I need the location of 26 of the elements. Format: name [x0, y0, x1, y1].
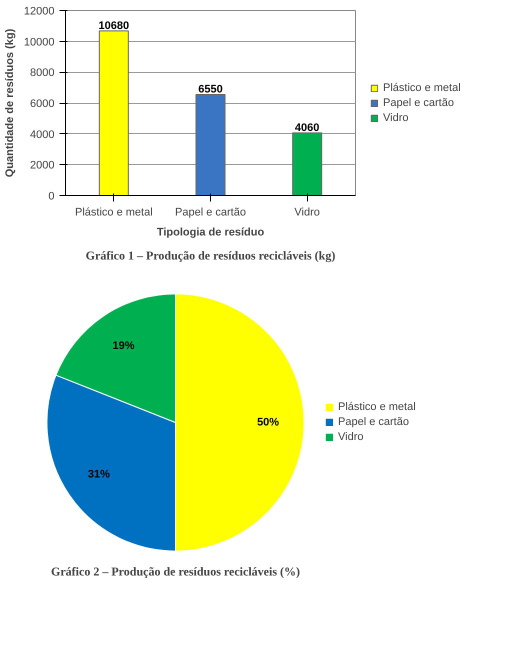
legend-label: Plástico e metal: [383, 82, 461, 94]
legend-label: Vidro: [338, 431, 364, 443]
y-tick-label: 4000: [30, 128, 55, 141]
data-label: 50%: [257, 416, 280, 428]
data-label: 4060: [294, 122, 320, 134]
y-axis-title: Quantidade de resíduos (kg): [4, 28, 16, 178]
x-tick-label: Plástico e metal: [75, 206, 153, 218]
y-tick-label: 10000: [24, 36, 55, 48]
data-label: 31%: [88, 468, 110, 481]
legend-label: Vidro: [383, 112, 408, 124]
data-label: 6550: [198, 84, 223, 96]
legend-label: Plástico e metal: [338, 401, 416, 413]
x-tick-label: Vidro: [294, 206, 320, 218]
legend-label: Papel e cartão: [383, 96, 454, 108]
y-tick-label: 6000: [30, 98, 55, 110]
y-tick-label: 0: [48, 190, 55, 202]
x-tick-label: Papel e cartão: [175, 206, 246, 218]
data-label: 10680: [98, 20, 130, 32]
y-tick-label: 8000: [30, 67, 55, 80]
y-tick-label: 12000: [24, 6, 55, 18]
text: Gráfico 2 – Produção de resíduos recicláveis (%): [51, 564, 300, 578]
legend-label: Papel e cartão: [338, 416, 409, 428]
data-label: 19%: [112, 340, 135, 352]
text: Gráfico 1 – Produção de resíduos recicláveis (kg): [86, 248, 336, 262]
x-axis-title: Tipologia de resíduo: [156, 226, 264, 238]
y-tick-label: 2000: [30, 160, 55, 172]
